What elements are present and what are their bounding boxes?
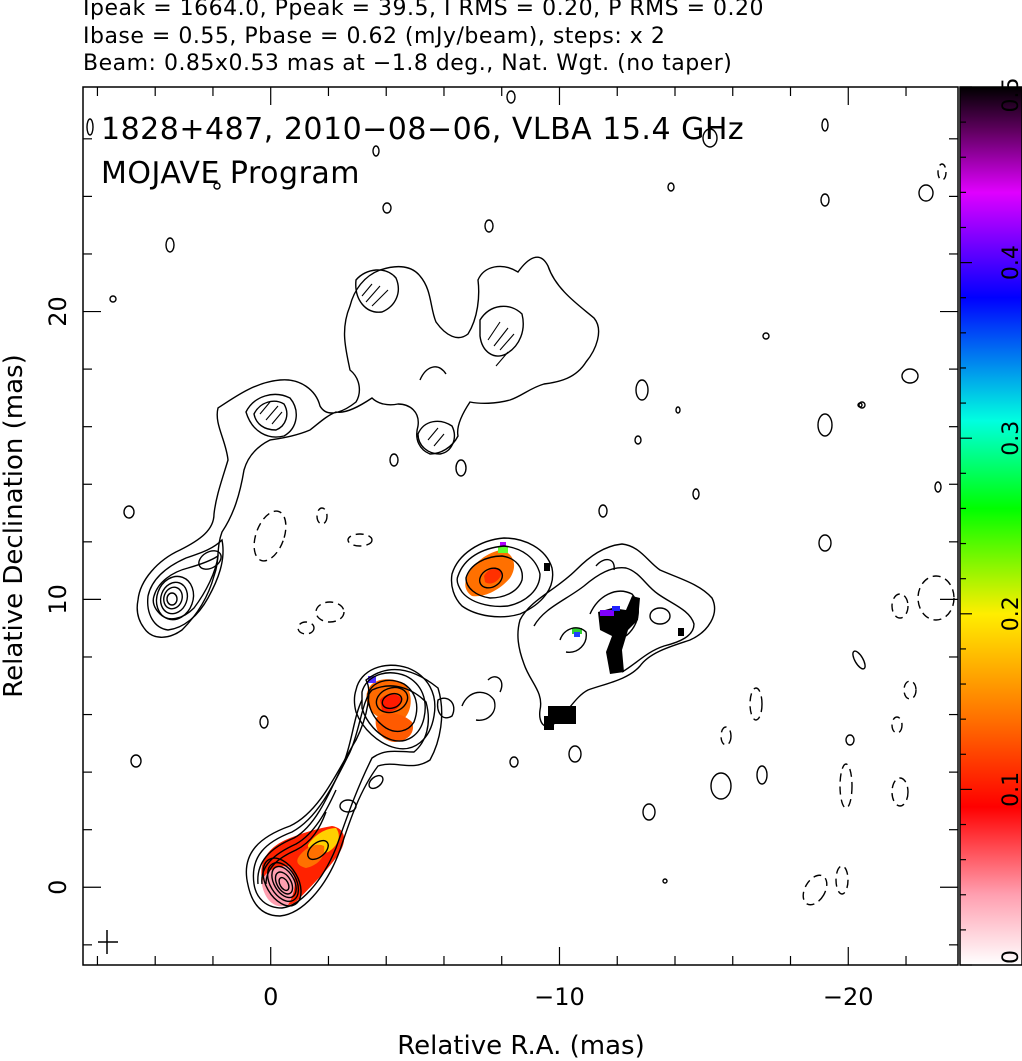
chart-title: 1828+487, 2010−08−06, VLBA 15.4 GHz [101,112,744,147]
colorbar-gradient [960,87,1022,965]
pol-patch-blue-2 [612,606,620,611]
pol-patch-inner-jet-orange [297,844,325,868]
colorbar: 0 0.1 0.2 0.3 0.4 0.5 [959,78,1022,966]
colorbar-tick-label: 0 [999,950,1022,964]
colorbar-frame [959,86,1022,966]
beam-marker [98,930,118,954]
colorbar-tick-labels: 0 0.1 0.2 0.3 0.4 0.5 [999,78,1022,965]
pol-patch-black-3 [548,706,576,724]
plot-frame [82,86,959,966]
axis-tick-labels: 0 −10 −20 0 10 20 [44,296,874,1011]
pol-patch-green-3 [572,628,582,634]
colorbar-tick-label: 0.3 [999,421,1022,456]
polarization-overlay [261,542,684,907]
pol-patch-black-1 [544,563,550,571]
pol-patch-violet-2 [600,610,614,616]
pol-patch-blue-3 [574,632,580,637]
pol-patch-knot-2-red [484,568,502,584]
x-tick-label: 0 [263,983,278,1011]
x-tick-label: −10 [534,983,585,1011]
y-tick-label: 20 [44,296,72,327]
header-line-3: Beam: 0.85x0.53 mas at −1.8 deg., Nat. W… [83,51,733,76]
contour-lines [86,90,955,917]
axis-ticks [83,87,958,965]
pol-patch-black-4 [544,716,554,730]
negative-contours [253,163,955,906]
header-line-1: Ipeak = 1664.0, Ppeak = 39.5, I RMS = 0.… [83,0,764,21]
y-axis-label: Relative Declination (mas) [0,354,29,697]
knot-2-contours [450,537,554,618]
pol-patch-knot-2-green [498,546,508,553]
northern-lobe-contours [136,256,600,638]
colorbar-ticks [960,86,972,966]
x-axis-label: Relative R.A. (mas) [397,1031,644,1061]
y-tick-label: 10 [44,584,72,615]
pol-patch-black-5 [678,628,684,636]
x-tick-label: −20 [823,983,874,1011]
noise-contours [86,90,942,884]
polarization-hatch [259,283,515,447]
extended-jet-contours [517,543,716,728]
colorbar-tick-label: 0.4 [999,245,1022,280]
colorbar-tick-label: 0.1 [999,772,1022,807]
knot-1-contours [353,664,503,750]
header-line-2: Ibase = 0.55, Pbase = 0.62 (mJy/beam), s… [83,24,666,49]
pol-patch-knot-2-violet [500,542,506,547]
pol-patch-knot-1-blue [368,676,376,683]
y-tick-label: 0 [44,880,72,895]
core-contours [245,668,443,917]
colorbar-tick-label: 0.2 [999,596,1022,631]
colorbar-tick-label: 0.5 [999,78,1022,113]
pol-patch-knot-1b [375,713,414,742]
chart-subtitle: MOJAVE Program [101,156,360,191]
